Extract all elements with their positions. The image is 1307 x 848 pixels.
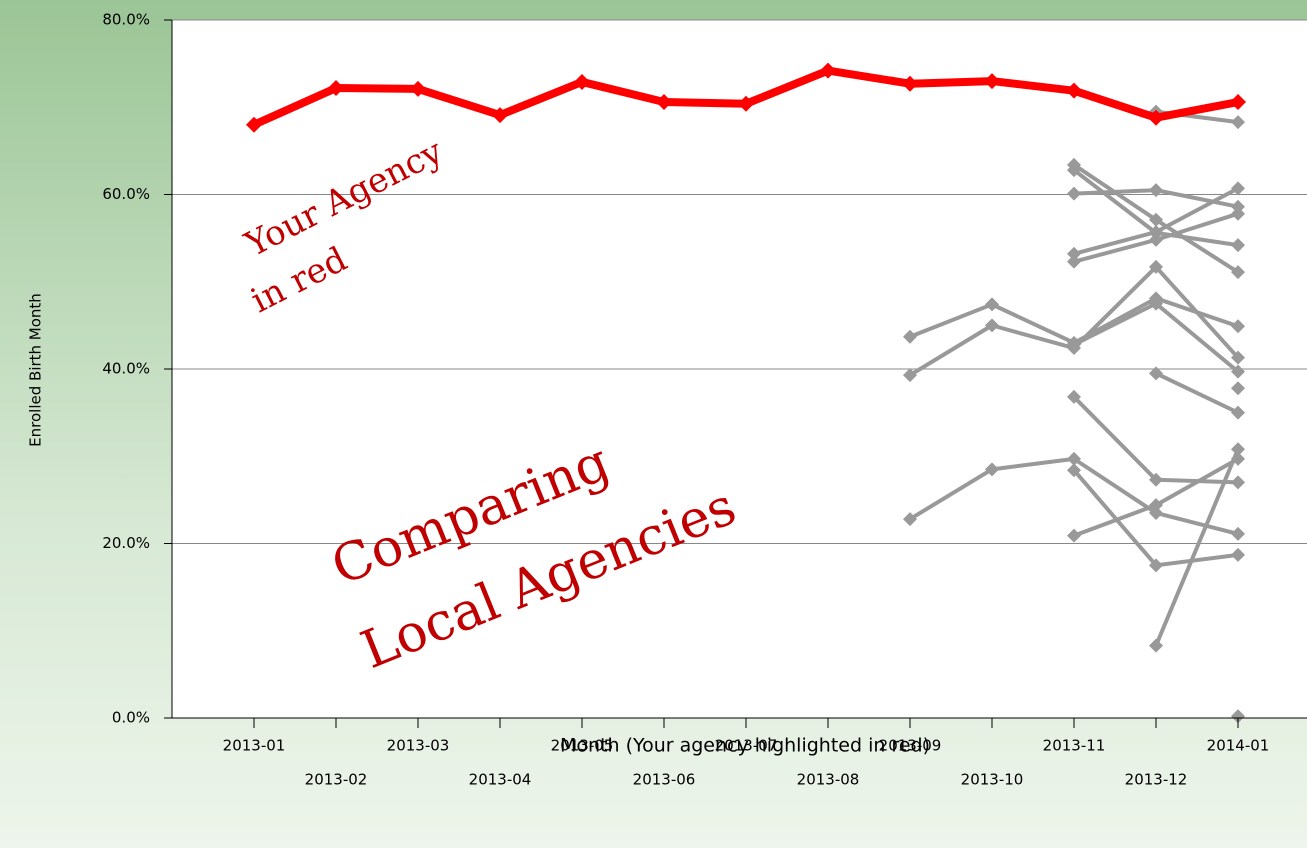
point-marker (1230, 94, 1246, 111)
point-marker (1149, 498, 1163, 513)
x-tick-label: 2013-11 (1043, 737, 1106, 755)
point-marker (1149, 259, 1163, 274)
point-marker (1067, 163, 1081, 178)
point-marker (1231, 115, 1245, 130)
point-marker (903, 512, 917, 527)
point-marker (1067, 463, 1081, 478)
point-marker (492, 107, 508, 124)
point-marker (1067, 389, 1081, 404)
point-marker (1231, 547, 1245, 562)
point-marker (1149, 225, 1163, 240)
point-marker (1067, 528, 1081, 543)
series-line (1155, 371, 1239, 415)
point-marker (1231, 405, 1245, 420)
x-tick-label: 2013-01 (223, 737, 286, 755)
x-tick-label: 2013-09 (879, 737, 942, 755)
point-marker (1231, 350, 1245, 365)
point-marker (1148, 109, 1164, 126)
point-marker (738, 95, 754, 112)
x-tick-label: 2013-06 (633, 771, 696, 789)
x-tick-label: 2014-01 (1207, 737, 1270, 755)
point-marker (1231, 181, 1245, 196)
y-tick-label: 20.0% (102, 534, 150, 552)
point-marker (328, 80, 344, 97)
series-line (1154, 448, 1240, 647)
point-marker (1149, 212, 1163, 227)
point-marker (985, 318, 999, 333)
point-marker (902, 75, 918, 92)
point-marker (246, 116, 262, 133)
point-marker (1231, 709, 1245, 724)
point-marker (410, 80, 426, 97)
x-tick-label: 2013-02 (305, 771, 368, 789)
point-marker (1067, 254, 1081, 269)
point-marker (1149, 232, 1163, 247)
point-marker (1149, 472, 1163, 487)
point-marker (1067, 337, 1081, 352)
x-axis-label: Month (Your agency highlighted in red) (560, 735, 930, 757)
x-tick-label: 2013-12 (1125, 771, 1188, 789)
y-axis-label: Enrolled Birth Month (27, 293, 45, 447)
point-marker (1067, 186, 1081, 201)
point-marker (984, 73, 1000, 90)
x-tick-label: 2013-03 (387, 737, 450, 755)
point-marker (903, 329, 917, 344)
point-marker (820, 62, 836, 79)
point-marker (1149, 296, 1163, 311)
x-tick-label: 2013-07 (715, 737, 778, 755)
point-marker (574, 73, 590, 90)
point-marker (1231, 475, 1245, 490)
x-tick-label: 2013-04 (469, 771, 532, 789)
x-tick-label: 2013-10 (961, 771, 1024, 789)
point-marker (1231, 381, 1245, 396)
point-marker (1231, 206, 1245, 221)
point-marker (985, 297, 999, 312)
point-marker (1231, 238, 1245, 253)
point-marker (1231, 319, 1245, 334)
x-tick-label: 2013-05 (551, 737, 614, 755)
y-tick-label: 0.0% (112, 709, 150, 727)
x-tick-label: 2013-08 (797, 771, 860, 789)
point-marker (1149, 558, 1163, 573)
point-marker (1149, 366, 1163, 381)
y-tick-label: 60.0% (102, 185, 150, 203)
point-marker (1067, 451, 1081, 466)
point-marker (1067, 246, 1081, 261)
point-marker (1149, 183, 1163, 198)
point-marker (656, 94, 672, 111)
point-marker (985, 462, 999, 477)
point-marker (1231, 364, 1245, 379)
point-marker (1231, 265, 1245, 280)
point-marker (1231, 526, 1245, 541)
y-tick-label: 40.0% (102, 360, 150, 378)
point-marker (1231, 442, 1245, 457)
point-marker (1066, 82, 1082, 99)
point-marker (1149, 638, 1163, 653)
point-marker (1149, 505, 1163, 520)
point-marker (903, 368, 917, 383)
y-tick-label: 80.0% (102, 11, 150, 29)
